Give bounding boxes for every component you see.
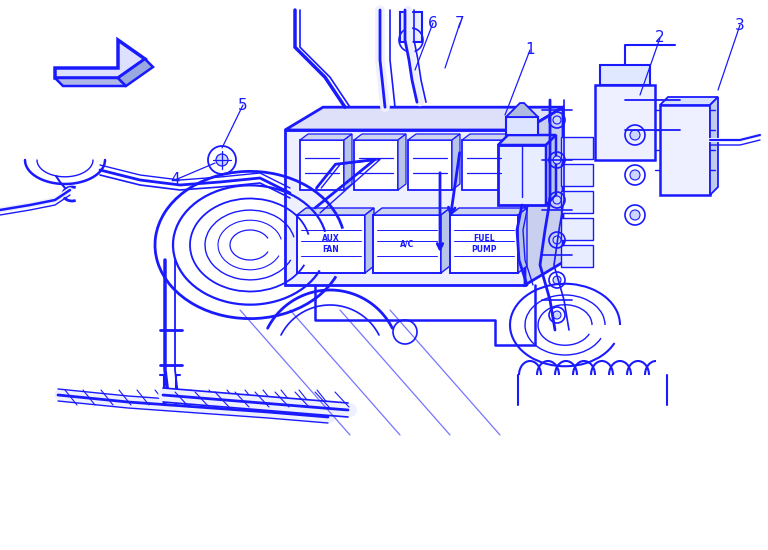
Bar bbox=[561, 137, 593, 159]
Polygon shape bbox=[462, 134, 514, 140]
Circle shape bbox=[630, 130, 640, 140]
Polygon shape bbox=[518, 208, 527, 273]
Polygon shape bbox=[525, 107, 563, 285]
Text: FUEL
PUMP: FUEL PUMP bbox=[472, 234, 497, 254]
Circle shape bbox=[553, 196, 561, 204]
Polygon shape bbox=[300, 134, 352, 140]
Circle shape bbox=[630, 210, 640, 220]
Polygon shape bbox=[365, 208, 374, 273]
Text: 3: 3 bbox=[735, 18, 745, 32]
Text: A/C: A/C bbox=[400, 239, 414, 249]
Polygon shape bbox=[373, 208, 450, 215]
Polygon shape bbox=[498, 135, 556, 145]
Polygon shape bbox=[118, 59, 153, 86]
Text: AUX
FAN: AUX FAN bbox=[322, 234, 340, 254]
Bar bbox=[595, 85, 655, 160]
Bar bbox=[600, 65, 650, 85]
Polygon shape bbox=[498, 145, 546, 205]
Text: 2: 2 bbox=[655, 30, 665, 46]
Bar bbox=[408, 140, 452, 190]
Polygon shape bbox=[506, 134, 514, 190]
Polygon shape bbox=[55, 40, 145, 78]
Polygon shape bbox=[450, 208, 527, 215]
Polygon shape bbox=[55, 78, 126, 86]
Bar bbox=[297, 215, 365, 273]
Bar bbox=[561, 218, 593, 240]
Circle shape bbox=[553, 311, 561, 319]
Polygon shape bbox=[398, 134, 406, 190]
Polygon shape bbox=[660, 97, 718, 105]
Polygon shape bbox=[297, 208, 374, 215]
Bar bbox=[561, 245, 593, 267]
Bar bbox=[660, 105, 710, 195]
Polygon shape bbox=[344, 134, 352, 190]
Polygon shape bbox=[506, 103, 538, 117]
Circle shape bbox=[553, 116, 561, 124]
Circle shape bbox=[553, 236, 561, 244]
Text: 7: 7 bbox=[455, 15, 465, 30]
Circle shape bbox=[553, 276, 561, 284]
Bar bbox=[285, 130, 525, 285]
Bar bbox=[400, 12, 422, 42]
Bar bbox=[462, 140, 506, 190]
Text: 6: 6 bbox=[428, 15, 438, 30]
Bar bbox=[300, 140, 344, 190]
Text: 5: 5 bbox=[238, 97, 248, 113]
Bar bbox=[373, 215, 441, 273]
Bar bbox=[506, 117, 538, 135]
Polygon shape bbox=[452, 134, 460, 190]
Polygon shape bbox=[546, 135, 556, 205]
Bar bbox=[561, 191, 593, 213]
Polygon shape bbox=[710, 97, 718, 195]
Text: 4: 4 bbox=[170, 173, 180, 188]
Polygon shape bbox=[408, 134, 460, 140]
Polygon shape bbox=[285, 107, 563, 130]
Polygon shape bbox=[441, 208, 450, 273]
Bar bbox=[561, 164, 593, 186]
Polygon shape bbox=[285, 130, 525, 285]
Bar bbox=[450, 215, 518, 273]
Bar bbox=[354, 140, 398, 190]
Circle shape bbox=[553, 156, 561, 164]
Text: 1: 1 bbox=[525, 42, 535, 58]
Polygon shape bbox=[354, 134, 406, 140]
Circle shape bbox=[216, 154, 228, 166]
Circle shape bbox=[630, 170, 640, 180]
